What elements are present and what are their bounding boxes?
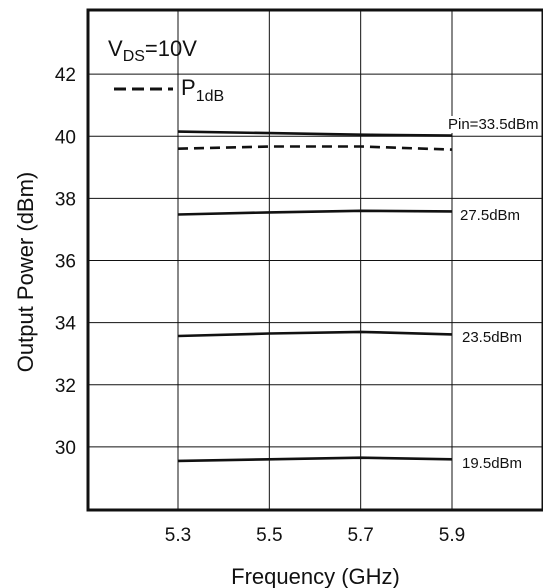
y-tick-label: 32 [55, 376, 76, 397]
y-tick-label: 42 [55, 65, 76, 86]
series-line [177, 209, 453, 216]
y-tick-label: 30 [55, 438, 76, 459]
series-label: Pin=33.5dBm [448, 116, 538, 133]
y-tick-label: 40 [55, 127, 76, 148]
legend-condition-sub: DS [123, 48, 145, 65]
x-tick-label: 5.3 [165, 525, 191, 546]
series-lines [177, 130, 453, 463]
series-label-backing [446, 116, 541, 133]
series-label: 27.5dBm [460, 207, 520, 224]
plot-area-frame [86, 8, 543, 512]
y-tick-label: 38 [55, 189, 76, 210]
series-label: 19.5dBm [462, 455, 522, 472]
x-tick-label: 5.7 [347, 525, 373, 546]
x-tick-label: 5.9 [439, 525, 465, 546]
series-line [177, 456, 453, 463]
y-tick-label: 34 [55, 314, 77, 335]
legend-p1db-main: P [181, 75, 196, 100]
series-label: 23.5dBm [462, 329, 522, 346]
legend-condition: VDS=10V [108, 36, 197, 65]
legend-p1db: P1dB [181, 75, 224, 105]
grid-lines [88, 10, 543, 510]
tick-labels: 5.3 5.5 5.7 5.9 30 32 34 36 38 40 42 [55, 65, 465, 546]
x-tick-label: 5.5 [256, 525, 282, 546]
series-line [177, 330, 453, 338]
legend-condition-main: V [108, 36, 123, 61]
series-line-p1db [177, 145, 453, 151]
series-line [177, 130, 453, 137]
legend-p1db-sub: 1dB [196, 88, 224, 105]
y-tick-label: 36 [55, 252, 76, 273]
x-axis-title: Frequency (GHz) [231, 564, 400, 588]
legend: VDS=10V P1dB [108, 36, 224, 105]
y-axis-title: Output Power (dBm) [13, 172, 38, 373]
curve-labels: Pin=33.5dBm 27.5dBm 23.5dBm 19.5dBm [446, 116, 541, 472]
legend-condition-value: =10V [145, 36, 197, 61]
